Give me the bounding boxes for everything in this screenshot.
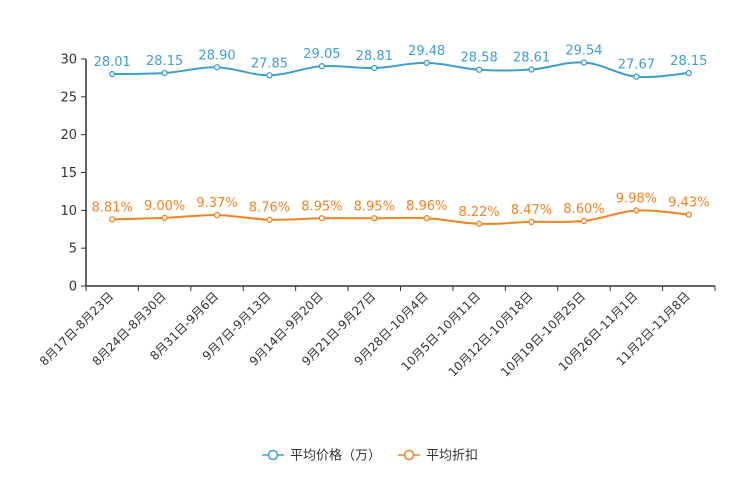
data-point: [423, 215, 430, 222]
series-line: [112, 61, 689, 79]
data-point: [371, 215, 378, 222]
y-tick-label: 20: [60, 128, 77, 143]
data-point: [109, 70, 116, 78]
legend-item-0: 平均价格（万）: [262, 448, 381, 464]
data-label: 28.61: [513, 51, 550, 66]
series-layer: 28.01 28.15 28.90 27.85 29.05 28.81 29.48 28.58…: [92, 43, 709, 227]
series-1: 8.81% 9.00% 9.37% 8.76% 8.95% 8.95% 8.96% 8.22%…: [92, 191, 709, 227]
data-label: 8.81%: [92, 200, 133, 215]
data-label: 28.58: [461, 51, 498, 66]
data-point: [161, 214, 168, 222]
legend: 平均价格（万） 平均折扣: [262, 448, 478, 464]
data-point: [318, 63, 326, 70]
y-tick-label: 25: [60, 90, 77, 105]
data-point: [213, 211, 221, 219]
data-point: [109, 216, 116, 223]
legend-item-1: 平均折扣: [398, 449, 478, 464]
data-label: 28.01: [94, 55, 131, 70]
data-point: [633, 73, 640, 80]
data-point: [423, 59, 430, 67]
data-point: [580, 59, 588, 66]
data-point: [580, 217, 588, 225]
y-tick-label: 10: [60, 204, 77, 219]
data-label: 29.48: [408, 44, 445, 59]
data-label: 29.54: [565, 43, 602, 58]
data-label: 28.81: [356, 49, 393, 64]
data-point: [266, 72, 273, 79]
legend-label: 平均价格（万）: [290, 448, 381, 464]
data-point: [528, 66, 535, 73]
y-tick-label: 5: [69, 242, 77, 257]
data-label: 29.05: [303, 47, 340, 62]
data-label: 8.95%: [301, 199, 342, 214]
data-label: 9.00%: [144, 199, 185, 214]
data-point: [528, 218, 535, 226]
data-point: [371, 64, 378, 72]
data-label: 8.96%: [406, 199, 447, 214]
series-0: 28.01 28.15 28.90 27.85 29.05 28.81 29.48 28.58…: [94, 43, 707, 80]
data-label: 9.37%: [196, 196, 237, 211]
data-point: [213, 64, 221, 71]
y-tick-label: 15: [60, 166, 77, 181]
data-label: 28.15: [670, 54, 707, 69]
data-point: [475, 220, 483, 227]
data-label: 28.90: [198, 48, 235, 63]
data-point: [161, 69, 168, 77]
data-point: [633, 207, 640, 214]
legend-marker: [267, 449, 279, 461]
data-point: [266, 216, 273, 223]
data-label: 27.67: [618, 58, 655, 73]
legend-label: 平均折扣: [426, 449, 478, 464]
data-label: 27.85: [251, 56, 288, 71]
data-label: 8.76%: [249, 201, 290, 216]
data-label: 9.43%: [668, 196, 709, 211]
data-point: [475, 66, 483, 73]
series-line: [112, 209, 689, 225]
legend-marker: [403, 449, 415, 461]
data-label: 8.60%: [563, 202, 604, 217]
data-label: 9.98%: [616, 191, 657, 206]
data-label: 28.15: [146, 54, 183, 69]
data-point: [685, 69, 692, 77]
y-tick-label: 0: [69, 280, 77, 295]
data-label: 8.47%: [511, 203, 552, 218]
data-label: 8.22%: [458, 205, 499, 220]
data-point: [318, 215, 326, 222]
data-point: [685, 211, 692, 218]
y-tick-label: 30: [60, 53, 77, 68]
data-label: 8.95%: [354, 199, 395, 214]
